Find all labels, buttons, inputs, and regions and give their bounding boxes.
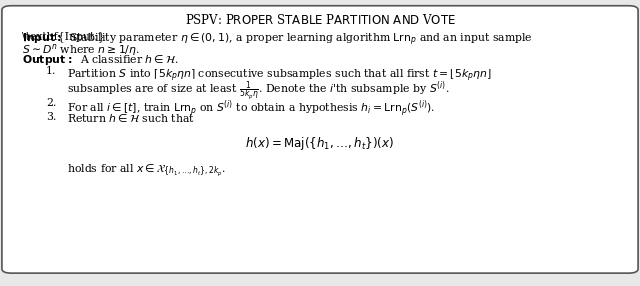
Text: PSPV: P$\rm{ROPER}$ S$\rm{TABLE}$ P$\rm{ARTITION}$ $\rm{AND}$ V$\rm{OTE}$: PSPV: P$\rm{ROPER}$ S$\rm{TABLE}$ P$\rm{… [184,13,456,27]
Text: For all $i \in [t]$, train $\mathrm{Lrn}_p$ on $S^{(i)}$ to obtain a hypothesis : For all $i \in [t]$, train $\mathrm{Lrn}… [67,98,435,119]
Text: 1.: 1. [46,66,56,76]
FancyBboxPatch shape [2,6,638,273]
Text: subsamples are of size at least $\frac{1}{5k_p\eta}$. Denote the $i$'th subsampl: subsamples are of size at least $\frac{1… [67,80,450,103]
Text: Stability parameter $\eta \in (0,1)$, a proper learning algorithm $\mathrm{Lrn}_: Stability parameter $\eta \in (0,1)$, a … [69,31,533,48]
Text: 3.: 3. [46,112,56,122]
Text: Return $h \in \mathcal{H}$ such that: Return $h \in \mathcal{H}$ such that [67,112,195,124]
Text: holds for all $x \in \mathcal{X}_{\{h_1,\ldots,h_t\},2k_p}$.: holds for all $x \in \mathcal{X}_{\{h_1,… [67,162,226,178]
Text: A classifier $h \in \mathcal{H}$.: A classifier $h \in \mathcal{H}$. [80,53,179,65]
Text: 2.: 2. [46,98,56,108]
Text: $h(x) = \mathsf{Maj}\left(\{h_1,\ldots,h_t\}\right)(x)$: $h(x) = \mathsf{Maj}\left(\{h_1,\ldots,h… [245,135,395,152]
Text: $S \sim D^n$ where $n \geq 1/\eta$.: $S \sim D^n$ where $n \geq 1/\eta$. [22,42,140,58]
Text: Partition $S$ into $\lceil 5k_p\eta n \rceil$ consecutive subsamples such that a: Partition $S$ into $\lceil 5k_p\eta n \r… [67,66,492,84]
Text: \textbf{Input:}: \textbf{Input:} [22,31,105,42]
Text: $\mathbf{Output:}$: $\mathbf{Output:}$ [22,53,73,67]
Text: $\mathbf{Input:}$: $\mathbf{Input:}$ [22,31,62,45]
